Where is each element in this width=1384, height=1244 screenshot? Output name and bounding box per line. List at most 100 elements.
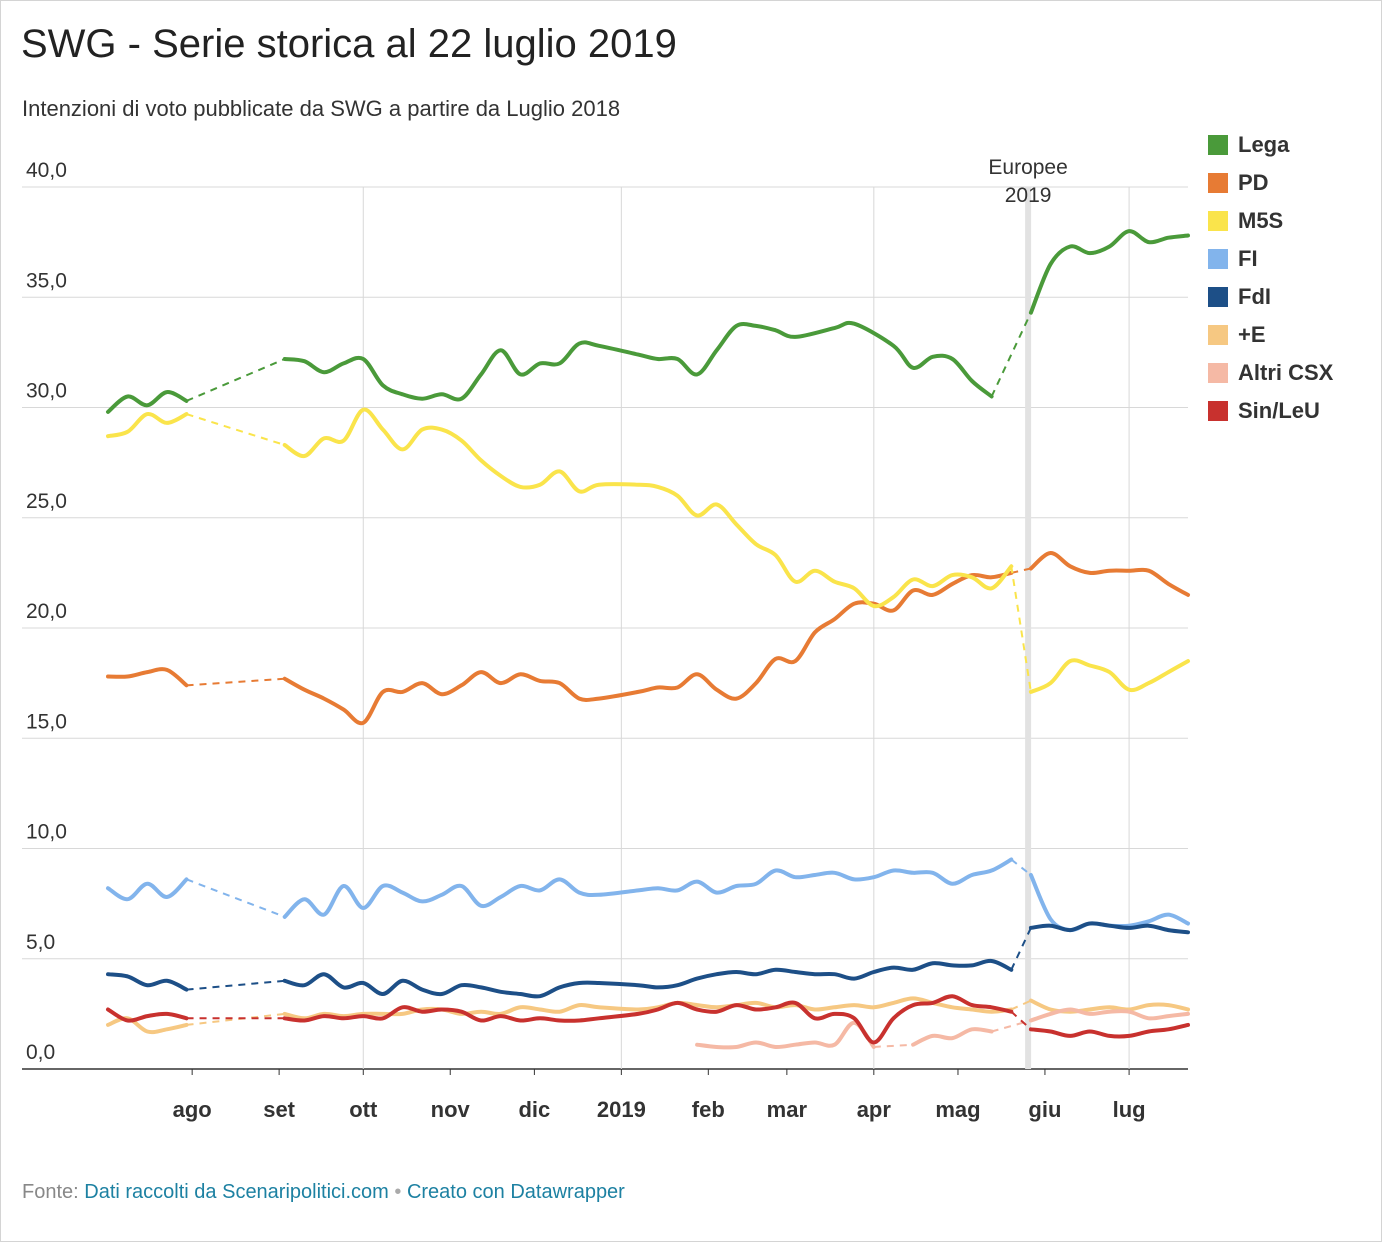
series-altri-csx [695,1007,1190,1050]
series-line-fdi [1028,921,1190,935]
x-grid-lines [362,187,1130,1069]
series-line--e [106,1016,189,1035]
y-tick-label: 30,0 [26,380,67,403]
y-tick-label: 0,0 [26,1041,55,1064]
series-fdi [106,921,1190,999]
series-line-lega [1028,229,1190,315]
x-tick-label: apr [857,1097,892,1122]
legend-item-pd: PD [1208,164,1333,202]
x-tick-label: ago [173,1097,212,1122]
datawrapper-link[interactable]: Creato con Datawrapper [406,1181,625,1203]
series-gap-altri-csx [991,1019,1032,1033]
legend-label: M5S [1238,208,1284,233]
legend-swatch [1208,135,1228,155]
footer-prefix: Fonte: [22,1181,85,1203]
x-axis-ticks: ago set ott nov dic 2019 feb mar apr mag giu lug [173,1069,1146,1122]
y-tick-label: 10,0 [26,821,67,844]
series-pd [106,551,1190,726]
legend-label: FdI [1238,284,1271,309]
x-tick-label: feb [692,1097,725,1122]
x-tick-label: giu [1028,1097,1061,1122]
source-link[interactable]: Dati raccolti da Scenaripolitici.com [84,1181,389,1203]
legend-item-altri-csx: Altri CSX [1208,354,1333,392]
series-line-altri-csx [1028,1007,1190,1023]
legend-label: +E [1238,322,1266,347]
series-line-sin-leu [1028,1022,1190,1039]
legend: Lega PD M5S FI FdI +E Altri CSX Sin/LeU [1208,126,1333,430]
series-line-lega [106,390,189,414]
series-gap-lega [990,312,1032,397]
series-line-fi [106,877,189,902]
series-line-altri-csx [695,1020,876,1050]
series-gap-sin-leu [1010,1010,1032,1031]
legend-label: Lega [1238,132,1290,157]
series-line-m5s [106,412,189,439]
legend-swatch [1208,211,1228,231]
series-line-altri-csx [911,1027,994,1047]
legend-swatch [1208,401,1228,421]
legend-label: Altri CSX [1238,360,1334,385]
series-gap-lega [186,358,286,402]
y-tick-label: 20,0 [26,600,67,623]
y-tick-label: 25,0 [26,490,67,513]
europee-annotation: Europee 2019 [988,156,1068,1069]
series-line-fi [1028,873,1190,933]
series-sin-leu [106,994,1190,1045]
legend-swatch [1208,363,1228,383]
chart-subtitle: Intenzioni di voto pubblicate da SWG a p… [22,96,621,121]
europee-label: 2019 [1005,184,1052,207]
series-gap--e [186,1012,285,1026]
y-axis-ticks: 0,0 5,0 10,0 15,0 20,0 25,0 30,0 35,0 40,0 [26,159,67,1064]
series-gap-pd [186,677,285,687]
series-gap-m5s [1010,566,1032,693]
series-line-pd [282,570,1014,726]
legend-swatch [1208,173,1228,193]
legend-swatch [1208,325,1228,345]
series-line--e [282,996,1014,1021]
y-tick-label: 15,0 [26,710,67,733]
europee-label: Europee [988,156,1067,179]
footer-separator: • [388,1181,407,1203]
legend-label: FI [1238,246,1258,271]
series-line-m5s [1028,658,1190,694]
series-gap-altri-csx [873,1043,914,1048]
series-gap-fi [186,878,286,918]
x-tick-label: dic [518,1097,550,1122]
legend-item-m5s: M5S [1208,202,1333,240]
legend-item-lega: Lega [1208,126,1333,164]
x-tick-label: set [263,1097,295,1122]
series-m5s [106,407,1190,694]
series-lines [106,229,1190,1050]
x-tick-label: nov [431,1097,471,1122]
chart-title: SWG - Serie storica al 22 luglio 2019 [21,22,677,66]
series-line-fdi [282,958,1014,999]
series-line-fi [282,857,1014,919]
series-gap-fi [1010,858,1032,876]
legend-item-fi: FI [1208,240,1333,278]
series-line-lega [282,320,994,402]
legend-swatch [1208,287,1228,307]
y-tick-label: 40,0 [26,159,67,182]
footer: Fonte: Dati raccolti da Scenaripolitici.… [22,1181,625,1204]
x-tick-label: lug [1113,1097,1146,1122]
series-gap-m5s [186,413,286,446]
legend-label: PD [1238,170,1269,195]
series-gap-fdi [186,979,285,991]
series-gap--e [1010,999,1032,1011]
x-tick-label: 2019 [597,1097,646,1122]
legend-item-sin-leu: Sin/LeU [1208,392,1333,430]
y-tick-label: 35,0 [26,269,67,292]
legend-item--e: +E [1208,316,1333,354]
europee-band [1025,187,1032,1069]
x-tick-label: mar [767,1097,808,1122]
series-line-sin-leu [282,994,1014,1045]
y-tick-label: 5,0 [26,931,55,954]
x-tick-label: ott [349,1097,378,1122]
legend-item-fdi: FdI [1208,278,1333,316]
series-line-sin-leu [106,1007,189,1023]
legend-swatch [1208,249,1228,269]
series-line-pd [106,667,189,688]
legend-label: Sin/LeU [1238,398,1320,423]
series-line-m5s [282,407,1014,609]
